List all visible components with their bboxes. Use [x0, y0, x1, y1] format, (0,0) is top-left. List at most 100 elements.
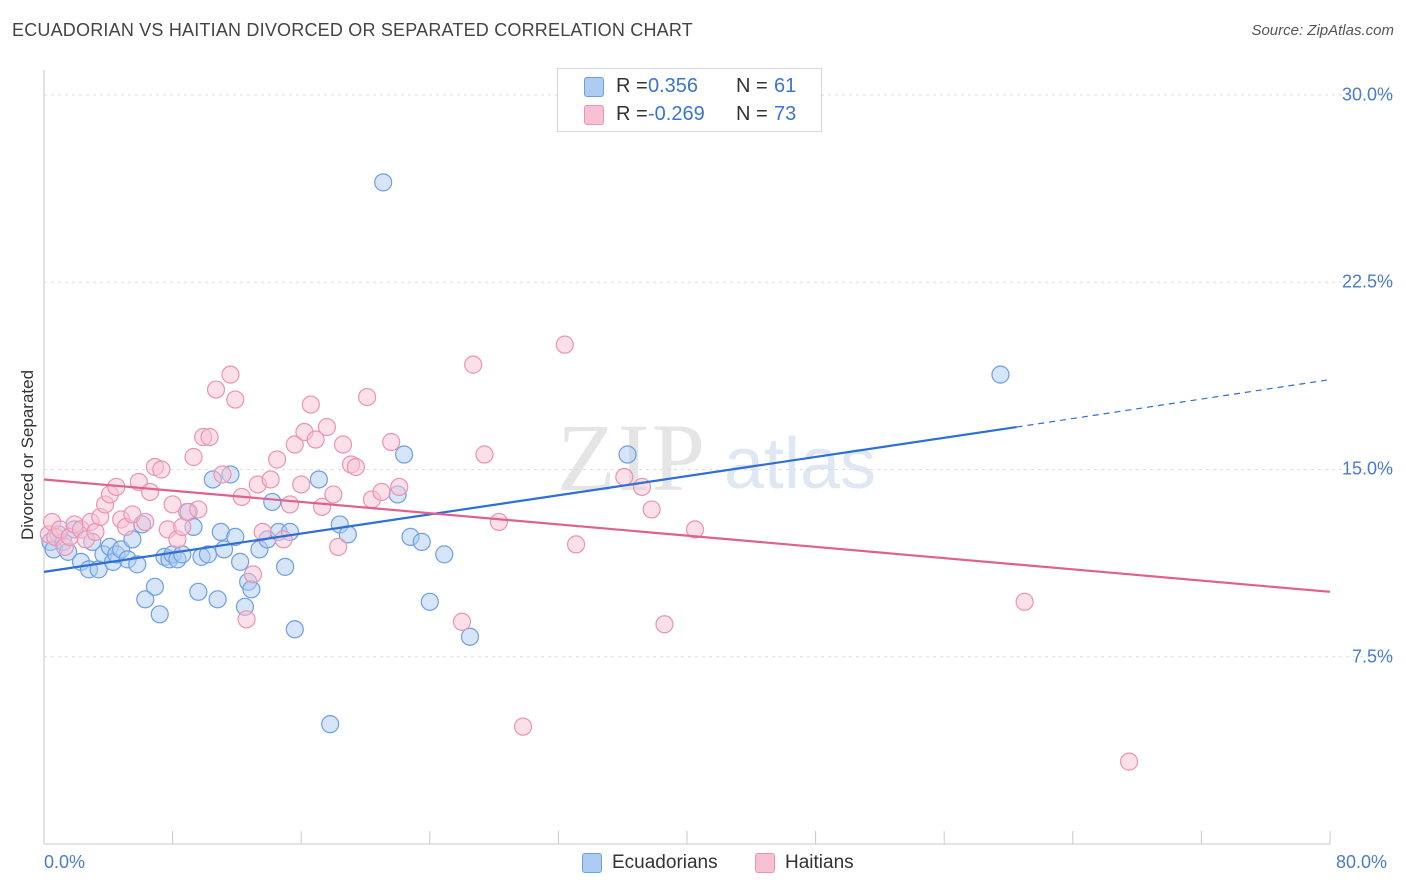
haitian-point	[206, 380, 226, 399]
series-swatch-haitians	[755, 853, 775, 873]
ecuadorian-point	[242, 580, 261, 599]
series-legend-ecuadorians[interactable]: Ecuadorians	[582, 852, 718, 874]
haitian-point	[280, 495, 300, 514]
haitian-point	[615, 467, 634, 487]
ecuadorian-point	[226, 527, 245, 546]
ecuadorian-point	[145, 577, 165, 596]
haitian-point	[136, 512, 155, 532]
haitian-point	[1119, 752, 1139, 771]
haitian-point	[685, 520, 705, 539]
haitian-point	[301, 395, 320, 414]
legend-swatch-haitians	[584, 105, 604, 125]
legend-n-value: 61	[774, 74, 797, 97]
ecuadorian-point	[128, 555, 147, 574]
haitian-point	[152, 460, 171, 479]
haitian-point	[489, 512, 509, 532]
haitian-point	[566, 535, 586, 554]
y-tick-label: 7.5%	[1351, 646, 1393, 667]
haitian-point	[555, 335, 574, 354]
ecuadorian-point	[173, 545, 192, 564]
haitian-point	[184, 447, 203, 467]
haitian-point	[513, 717, 533, 736]
haitian-point	[1015, 592, 1034, 611]
y-tick-label: 30.0%	[1341, 84, 1393, 105]
y-tick-label: 15.0%	[1341, 458, 1393, 479]
ecuadorian-point	[309, 470, 328, 489]
ecuadorian-point	[189, 582, 208, 601]
haitian-point	[452, 612, 472, 631]
ecuadorian-point	[231, 552, 250, 571]
series-legend-haitians[interactable]: Haitians	[755, 852, 854, 874]
ecuadorian-point	[991, 365, 1010, 384]
haitian-trend-line	[43, 478, 1331, 593]
legend-n-label: N =	[736, 102, 768, 125]
ecuadorian-point	[321, 715, 340, 734]
ecuadorian-trend-line	[43, 425, 1017, 573]
y-tick-label: 22.5%	[1341, 271, 1393, 292]
haitian-point	[213, 465, 232, 484]
haitian-point	[243, 565, 263, 584]
legend-row-haitians: R = -0.269 N = 73	[558, 101, 821, 127]
haitian-point	[390, 477, 409, 497]
haitian-point	[226, 390, 245, 409]
haitian-point	[221, 365, 240, 384]
haitian-point	[333, 435, 353, 454]
haitian-point	[306, 430, 325, 449]
haitian-point	[140, 482, 160, 502]
haitian-point	[173, 517, 192, 537]
x-tick-label-min: 0.0%	[44, 852, 86, 872]
ecuadorian-point	[394, 445, 414, 464]
haitian-point	[200, 427, 219, 447]
ecuadorian-point	[136, 590, 155, 609]
legend-n-value: 73	[774, 102, 797, 125]
haitian-point	[237, 610, 256, 629]
correlation-legend: R = 0.356 N = 61 R = -0.269 N = 73	[557, 68, 822, 132]
x-tick-label-max: 80.0%	[1336, 852, 1388, 872]
haitian-point	[274, 530, 293, 549]
legend-r-value: 0.356	[648, 74, 699, 97]
haitian-point	[464, 355, 483, 374]
ecuadorian-point	[276, 557, 295, 576]
haitian-point	[642, 500, 661, 519]
haitian-point	[329, 537, 348, 556]
ecuadorian-point	[285, 620, 304, 639]
haitian-point	[261, 470, 280, 489]
haitian-point	[292, 475, 311, 494]
ecuadorian-point	[618, 445, 637, 464]
ecuadorian-point	[150, 605, 169, 624]
haitian-point	[358, 387, 377, 407]
chart-title: ECUADORIAN VS HAITIAN DIVORCED OR SEPARA…	[12, 20, 693, 40]
legend-swatch-ecuadorians	[584, 77, 604, 97]
ecuadorian-point	[435, 545, 454, 564]
haitian-point	[285, 435, 304, 454]
haitian-point	[317, 417, 337, 437]
ecuadorian-point	[208, 590, 227, 609]
haitian-point	[475, 445, 494, 464]
ecuadorian-trend-projection	[1016, 379, 1331, 428]
legend-r-value: -0.269	[648, 102, 705, 125]
ecuadorian-point	[263, 492, 282, 512]
haitian-point	[324, 485, 343, 504]
haitian-point	[163, 495, 182, 514]
haitian-point	[655, 615, 674, 634]
haitian-point	[372, 482, 391, 502]
ecuadorian-point	[412, 532, 431, 551]
series-name-haitians: Haitians	[785, 852, 854, 873]
series-swatch-ecuadorians	[582, 853, 602, 873]
haitian-point	[267, 450, 287, 469]
ecuadorian-point	[460, 627, 480, 646]
legend-r-label: R =	[616, 74, 648, 97]
legend-row-ecuadorians: R = 0.356 N = 61	[558, 73, 821, 99]
series-name-ecuadorians: Ecuadorians	[612, 852, 718, 873]
haitian-point	[86, 522, 105, 542]
legend-r-label: R =	[616, 102, 648, 125]
ecuadorian-point	[374, 173, 393, 192]
watermark-atlas: atlas	[724, 424, 876, 504]
haitian-point	[189, 500, 208, 519]
source-credit: Source: ZipAtlas.com	[1251, 22, 1394, 39]
ecuadorian-point	[420, 592, 439, 611]
haitian-point	[346, 457, 365, 477]
legend-n-label: N =	[736, 74, 768, 97]
haitian-point	[382, 432, 401, 452]
